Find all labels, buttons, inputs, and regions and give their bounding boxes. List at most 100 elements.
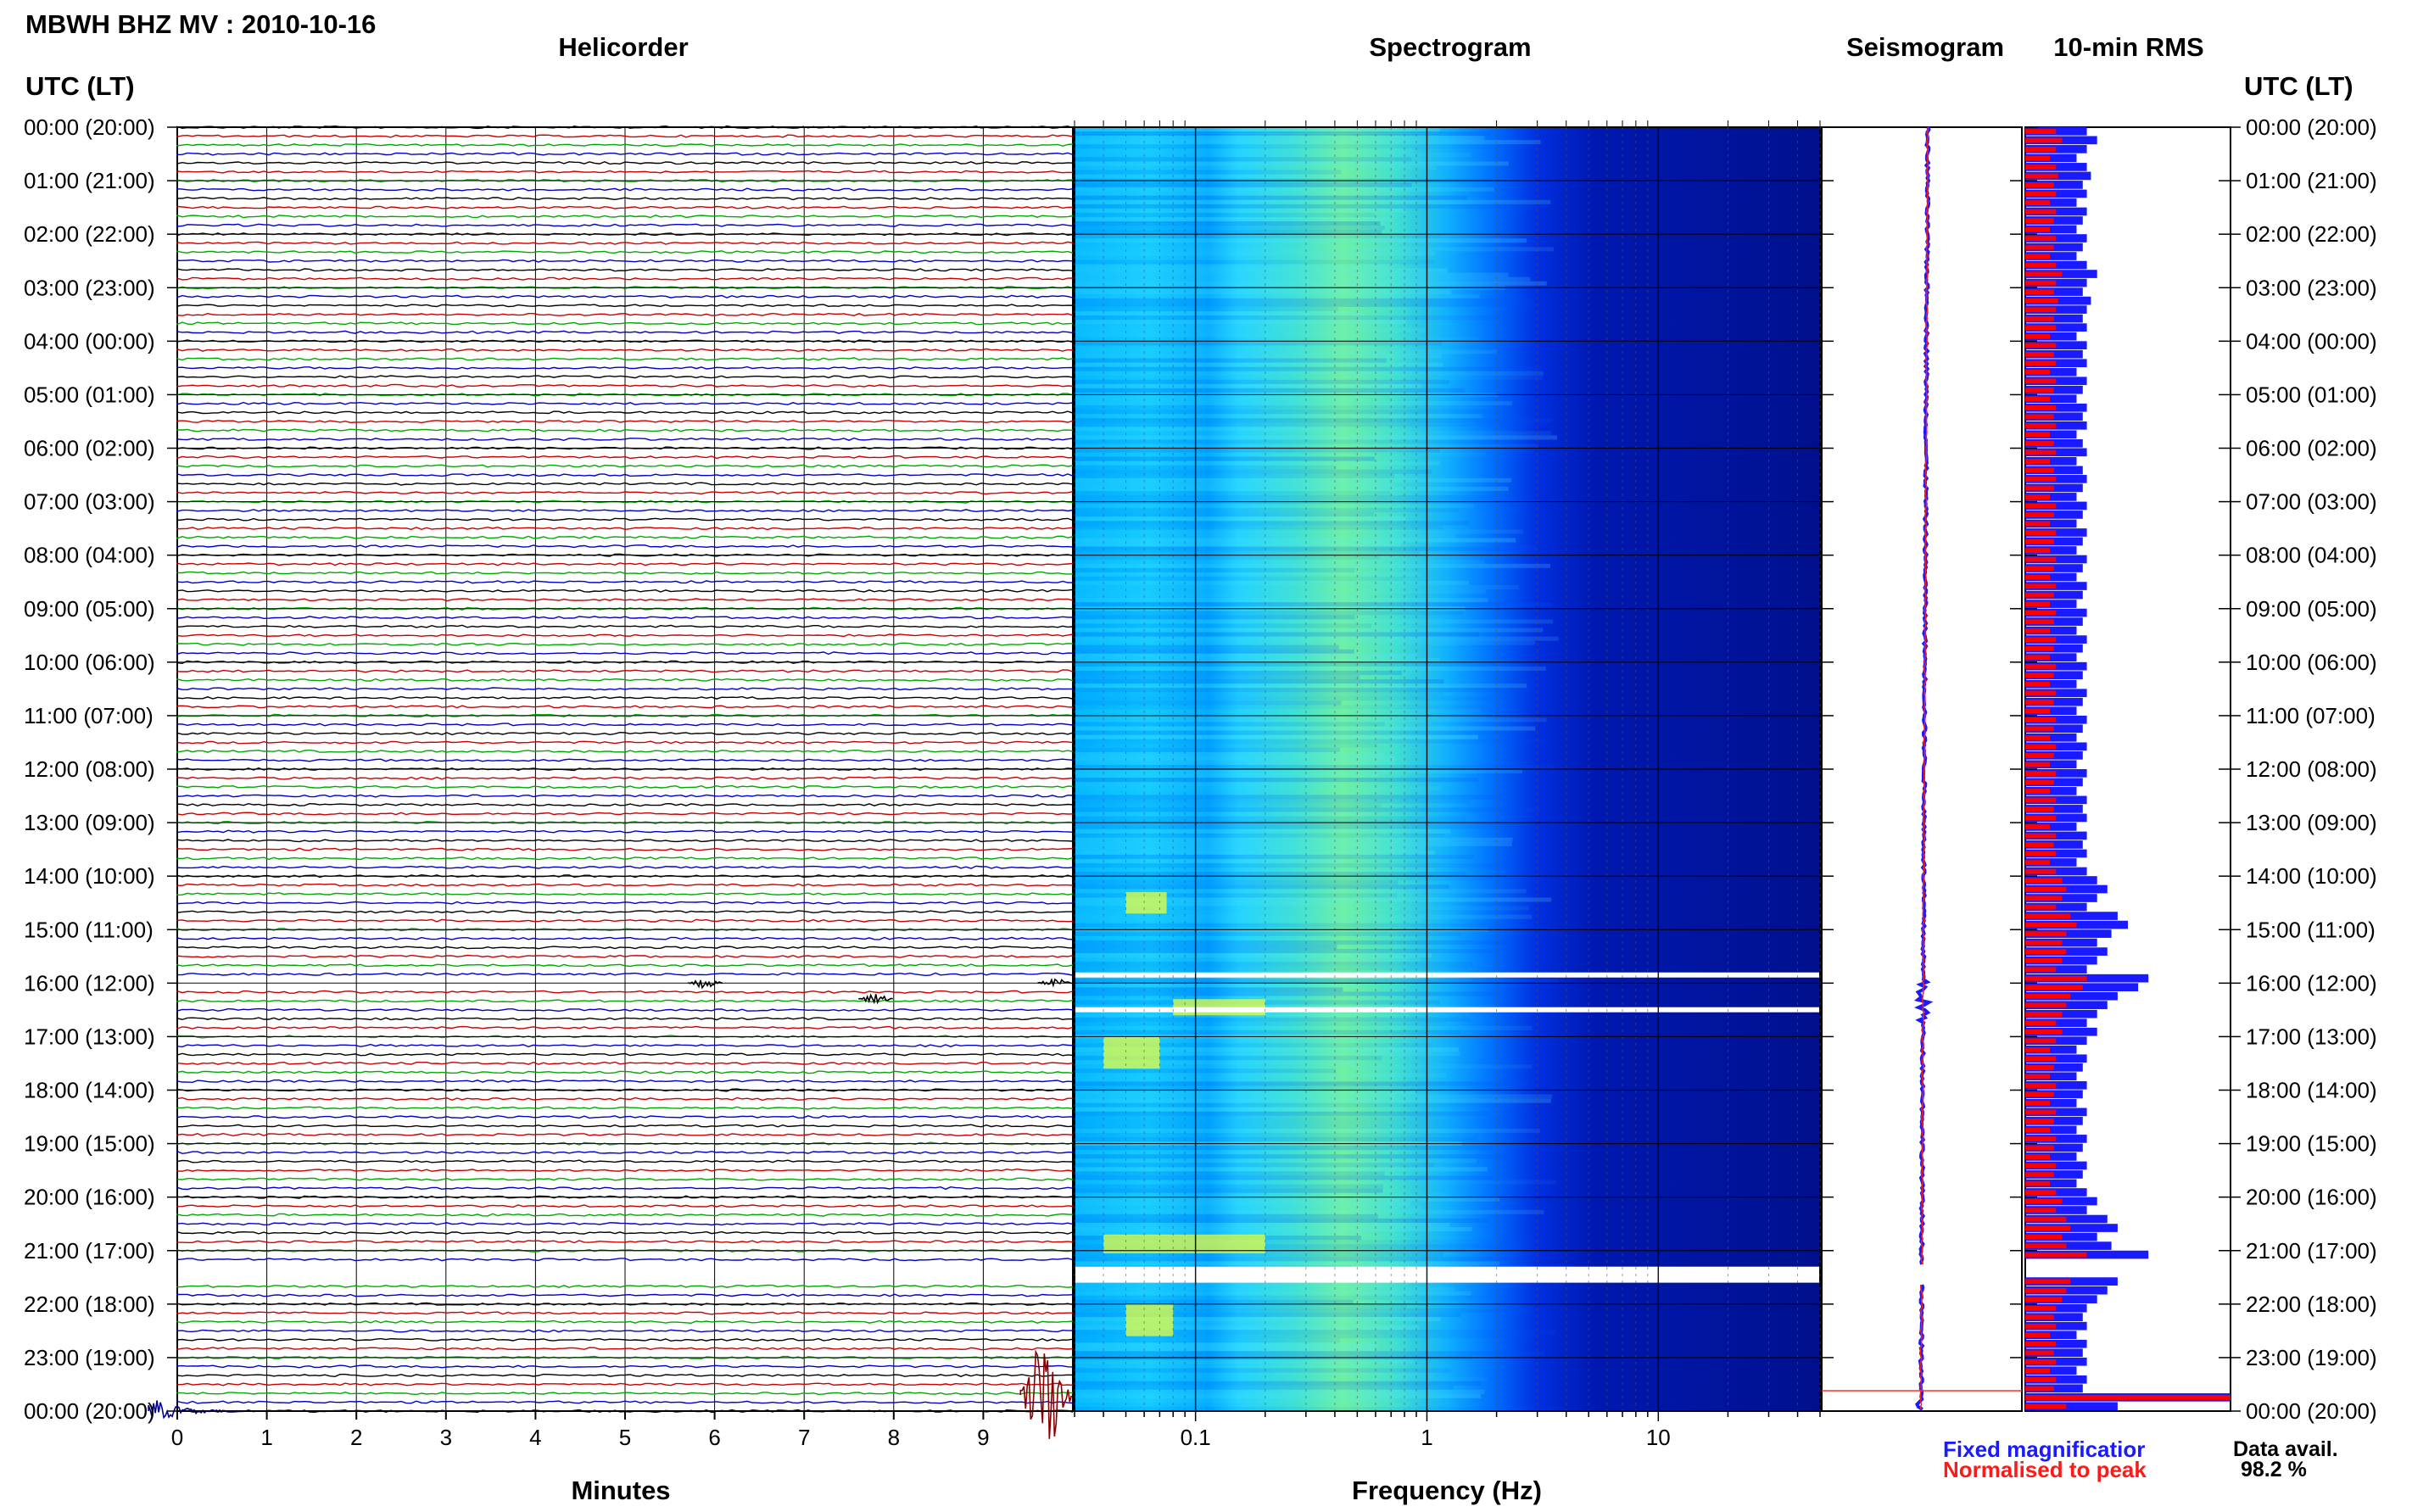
spectrogram-streak	[1075, 679, 1444, 684]
rms-bar-normalised	[2025, 449, 2057, 455]
minute-tick-label: 7	[798, 1425, 810, 1450]
spectrogram-streak	[1075, 700, 1342, 706]
spectrogram-streak	[1075, 910, 1357, 915]
helicorder-trace	[176, 1373, 1074, 1378]
spectrogram-streak	[1075, 812, 1372, 817]
spectrogram-streak	[1075, 165, 1437, 170]
time-label-left: 04:00 (00:00)	[24, 328, 155, 354]
rms-bar-normalised	[2025, 566, 2054, 572]
spectrogram-streak	[1075, 1094, 1553, 1099]
spectrogram-streak	[1075, 585, 1519, 590]
spectrogram-streak	[1075, 872, 1466, 877]
spectrogram-streak	[1075, 940, 1507, 945]
helicorder-title: Helicorder	[558, 32, 688, 62]
frequency-axis-label: Frequency (Hz)	[1352, 1476, 1542, 1505]
spectrogram-streak	[1075, 268, 1448, 273]
rms-bar-normalised	[2025, 1403, 2067, 1409]
rms-bar-normalised	[2025, 1101, 2050, 1106]
time-label-left: 18:00 (14:00)	[24, 1078, 155, 1103]
rms-bar-normalised	[2025, 779, 2054, 785]
minute-tick-label: 0	[171, 1425, 183, 1450]
helicorder-trace	[176, 1329, 1073, 1333]
helicorder-trace	[176, 829, 1074, 834]
spectrogram-streak	[1075, 396, 1363, 401]
time-label-left: 12:00 (08:00)	[24, 756, 155, 782]
time-label-left: 22:00 (18:00)	[24, 1292, 155, 1317]
helicorder-trace	[176, 276, 1074, 281]
spectrogram-streak	[1075, 332, 1354, 338]
rms-bar-normalised	[2025, 824, 2050, 829]
rms-bar-normalised	[2025, 735, 2050, 740]
rms-bar-normalised	[2025, 1180, 2050, 1186]
helicorder-trace	[176, 1364, 1074, 1369]
spectrogram-streak	[1075, 884, 1449, 890]
rms-bar-fixed	[2025, 198, 2077, 207]
spectrogram-streak	[1075, 1214, 1378, 1219]
rms-bar-normalised	[2025, 1136, 2057, 1141]
spectrogram-streak	[1075, 906, 1530, 911]
rms-bar-normalised	[2025, 226, 2050, 232]
data-availability-value: 98.2 %	[2241, 1458, 2307, 1481]
rms-bar-normalised	[2025, 173, 2058, 179]
spectrogram-streak	[1075, 567, 1355, 572]
helicorder-trace	[176, 294, 1074, 298]
spectrogram-streak	[1075, 670, 1402, 675]
rms-bar-normalised	[2025, 1154, 2050, 1159]
spectrogram-streak	[1075, 345, 1376, 350]
rms-bar-normalised	[2025, 343, 2057, 349]
helicorder-trace	[176, 1052, 1074, 1057]
spectrogram-streak	[1075, 1312, 1461, 1317]
spectrogram-streak	[1075, 525, 1443, 530]
helicorder-trace	[176, 312, 1074, 316]
helicorder-trace	[176, 223, 1074, 227]
time-label-left: 01:00 (21:00)	[24, 168, 155, 193]
spectrogram-streak	[1075, 161, 1509, 166]
spectrogram-streak	[1075, 563, 1550, 568]
helicorder-trace	[176, 357, 1074, 361]
rms-bar-normalised	[2025, 209, 2057, 215]
spectrogram-streak	[1075, 572, 1421, 577]
data-availability-label: Data avail.	[2233, 1437, 2338, 1461]
spectrogram-streak	[1075, 1330, 1556, 1335]
spectrogram-streak	[1075, 1047, 1460, 1052]
rms-bar-normalised	[2025, 1395, 2231, 1400]
time-label-left: 05:00 (01:00)	[24, 382, 155, 407]
spectrogram-gap	[1075, 972, 1820, 978]
rms-bar-normalised	[2025, 1198, 2063, 1204]
helicorder-trace	[176, 1043, 1074, 1048]
rms-bar-normalised	[2025, 753, 2054, 758]
helicorder-trace	[176, 669, 1074, 673]
rms-bar-normalised	[2025, 360, 2057, 366]
rms-bar-normalised	[2025, 254, 2050, 259]
spectrogram-streak	[1075, 589, 1487, 594]
spectrogram-streak	[1075, 726, 1536, 731]
rms-bar-normalised	[2025, 1172, 2054, 1178]
rms-bar-normalised	[2025, 200, 2050, 205]
spectrogram-streak	[1075, 1334, 1540, 1339]
spectrogram-streak	[1075, 405, 1460, 410]
rms-bar-normalised	[2025, 1234, 2063, 1240]
spectrogram-streak	[1075, 1171, 1385, 1176]
spectrogram-streak	[1075, 615, 1355, 620]
spectrogram-streak	[1075, 388, 1466, 393]
helicorder-trace	[176, 1096, 1073, 1102]
time-label-left: 14:00 (10:00)	[24, 863, 155, 889]
time-label-right: 00:00 (20:00)	[2246, 1398, 2377, 1424]
spectrogram-streak	[1075, 199, 1551, 204]
time-label-right: 07:00 (03:00)	[2246, 489, 2377, 515]
spectrogram-streak	[1075, 773, 1379, 778]
rms-bar-normalised	[2025, 477, 2057, 482]
rms-bar-fixed	[2025, 991, 2118, 1001]
spectrogram-streak	[1075, 276, 1531, 282]
rms-bar-normalised	[2025, 271, 2063, 277]
rms-bar-normalised	[2025, 645, 2054, 651]
spectrogram-streak	[1075, 850, 1435, 855]
helicorder-trace	[176, 1168, 1074, 1173]
spectrogram-streak	[1075, 460, 1440, 466]
rms-bar-normalised	[2025, 485, 2054, 491]
spectrogram-streak	[1075, 1372, 1435, 1377]
frequency-tick-label: 1	[1421, 1425, 1432, 1450]
rms-bar-normalised	[2025, 610, 2057, 616]
rms-bar-normalised	[2025, 1091, 2054, 1097]
rms-panel	[2024, 126, 2231, 1412]
